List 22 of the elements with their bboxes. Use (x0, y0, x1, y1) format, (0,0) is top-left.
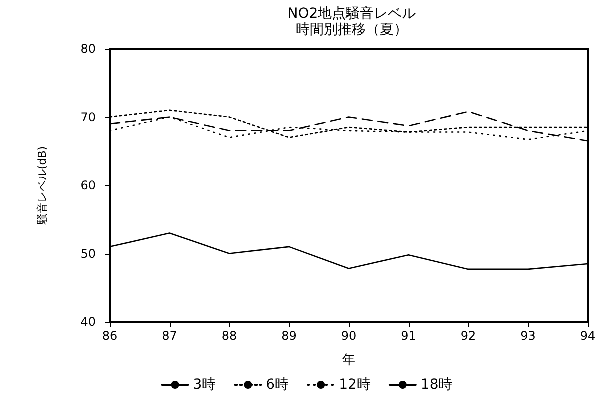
y-tick-label: 60 (80, 178, 96, 192)
y-tick-label: 40 (80, 315, 96, 329)
x-tick-label: 88 (222, 329, 238, 343)
x-tick-label: 94 (580, 329, 596, 343)
x-tick-label: 87 (162, 329, 178, 343)
chart-title: NO2地点騒音レベル (288, 6, 416, 22)
chart-subtitle: 時間別推移（夏） (296, 22, 408, 38)
legend-label: 6時 (266, 377, 290, 393)
legend-label: 12時 (339, 377, 371, 393)
x-tick-label: 86 (102, 329, 118, 343)
x-axis-title: 年 (342, 353, 356, 368)
x-tick-label: 90 (341, 329, 357, 343)
x-tick-label: 93 (520, 329, 536, 343)
x-tick-label: 91 (401, 329, 416, 343)
y-axis-title: 騒音レベル(dB) (36, 146, 49, 226)
y-tick-label: 50 (80, 246, 96, 261)
y-tick-label: 80 (80, 42, 96, 56)
legend-label: 18時 (420, 377, 453, 393)
legend-label: 3時 (193, 377, 216, 393)
x-tick-label: 89 (282, 329, 297, 343)
y-tick-label: 70 (80, 110, 96, 124)
x-tick-label: 92 (460, 329, 476, 343)
